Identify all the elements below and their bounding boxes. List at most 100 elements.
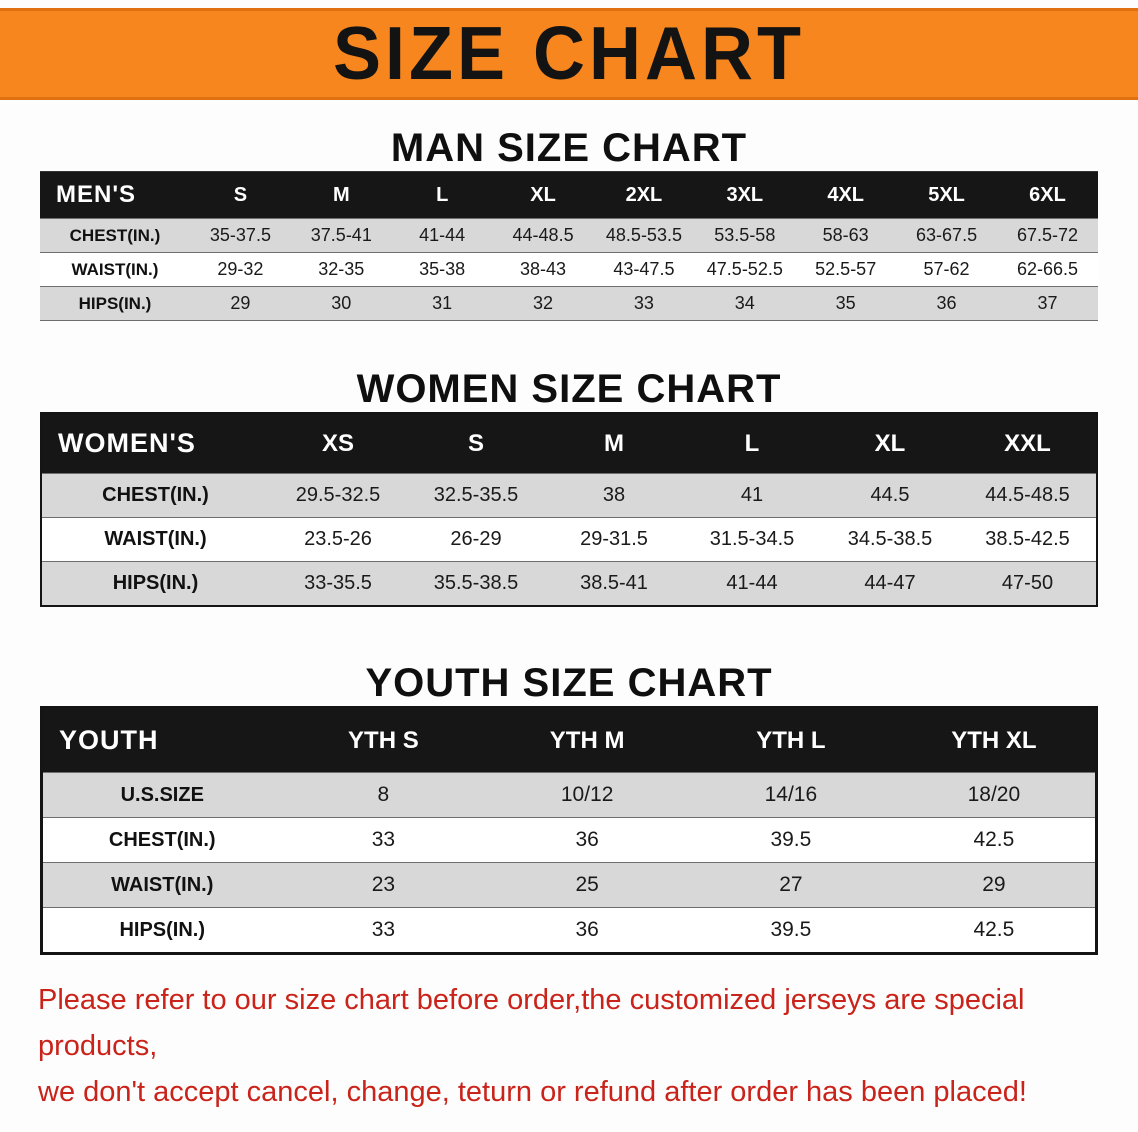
value-cell: 23.5-26	[304, 528, 372, 550]
value-cell: 44-47	[864, 572, 916, 594]
row-label-cell: WAIST(IN.)	[111, 873, 214, 896]
value-cell: 41	[740, 484, 764, 506]
size-header-cell: L	[683, 413, 821, 474]
table-title-cell: YOUTH	[41, 707, 282, 773]
value-cell: 52.5-57	[815, 259, 877, 279]
size-header-cell: 4XL	[795, 171, 897, 219]
value-cell: 63-67.5	[916, 225, 978, 245]
value-cell: 34	[734, 293, 755, 313]
disclaimer-line-1: Please refer to our size chart before or…	[38, 984, 1025, 1062]
row-label-cell: HIPS(IN.)	[112, 572, 199, 594]
table-row: CHEST(IN.) 29.5-32.5 32.5-35.5 38 41 44.5 44.5…	[41, 473, 1097, 518]
value-cell: 27	[779, 873, 803, 896]
row-label-cell: WAIST(IN.)	[71, 259, 159, 279]
value-cell: 38	[602, 484, 626, 506]
value-cell: 29-31.5	[580, 528, 648, 550]
table-row: CHEST(IN.) 35-37.5 37.5-41 41-44 44-48.5 48.5…	[40, 218, 1098, 253]
table-row: WAIST(IN.) 29-32 32-35 35-38 38-43 43-47.5 47.…	[40, 252, 1098, 287]
row-label-cell: CHEST(IN.)	[102, 484, 209, 506]
value-cell: 37	[1037, 293, 1058, 313]
table-row: HIPS(IN.) 29 30 31 32 33 34 35 36 37	[40, 286, 1098, 321]
youth-size-chart-heading: YOUTH SIZE CHART	[365, 661, 773, 705]
disclaimer-text: Please refer to our size chart before or…	[38, 977, 1102, 1115]
value-cell: 41-44	[726, 572, 778, 594]
row-label-cell: HIPS(IN.)	[78, 293, 152, 313]
value-cell: 43-47.5	[613, 259, 675, 279]
value-cell: 33	[633, 293, 654, 313]
value-cell: 39.5	[770, 918, 812, 941]
value-cell: 47.5-52.5	[706, 259, 783, 279]
size-chart-banner: SIZE CHART	[0, 8, 1138, 100]
table-header-row: WOMEN'S XS S M L XL XXL	[41, 413, 1097, 474]
man-size-chart-heading: MAN SIZE CHART	[390, 126, 748, 170]
table-row: HIPS(IN.) 33 36 39.5 42.5	[41, 907, 1097, 954]
size-header-cell: XL	[492, 171, 594, 219]
value-cell: 14/16	[764, 783, 818, 806]
value-cell: 42.5	[973, 918, 1015, 941]
size-header-cell: 5XL	[896, 171, 997, 219]
size-header-cell: S	[190, 171, 291, 219]
size-header-cell: YTH S	[281, 707, 486, 773]
size-header-cell: XS	[269, 413, 407, 474]
size-header-cell: 6XL	[997, 171, 1098, 219]
size-header-cell: M	[545, 413, 683, 474]
value-cell: 44-48.5	[512, 225, 574, 245]
size-header-cell: M	[290, 171, 392, 219]
size-header-cell: YTH M	[485, 707, 689, 773]
value-cell: 36	[575, 828, 599, 851]
value-cell: 32-35	[318, 259, 365, 279]
value-cell: 67.5-72	[1016, 225, 1079, 245]
value-cell: 33	[371, 918, 396, 941]
size-header-cell: 2XL	[593, 171, 695, 219]
size-header-cell: YTH L	[689, 707, 893, 773]
value-cell: 33	[371, 828, 396, 851]
disclaimer-line-2: we don't accept cancel, change, teturn o…	[38, 1076, 1027, 1108]
table-row: HIPS(IN.) 33-35.5 35.5-38.5 38.5-41 41-44 44-…	[41, 561, 1097, 606]
value-cell: 44.5-48.5	[985, 484, 1070, 506]
value-cell: 31	[432, 293, 453, 313]
table-row: WAIST(IN.) 23 25 27 29	[41, 862, 1097, 908]
size-header-cell: XXL	[959, 413, 1097, 474]
value-cell: 23	[371, 873, 396, 896]
row-label-cell: HIPS(IN.)	[119, 918, 206, 941]
value-cell: 38-43	[520, 259, 567, 279]
table-header-row: YOUTH YTH S YTH M YTH L YTH XL	[41, 707, 1097, 773]
value-cell: 47-50	[1001, 572, 1054, 594]
youth-size-table: YOUTH YTH S YTH M YTH L YTH XL U.S.SIZE 8 10/12…	[40, 706, 1098, 955]
value-cell: 39.5	[770, 828, 812, 851]
size-header-cell: L	[391, 171, 493, 219]
value-cell: 30	[331, 293, 352, 313]
value-cell: 44.5	[870, 484, 910, 506]
value-cell: 34.5-38.5	[847, 528, 933, 550]
row-label-cell: CHEST(IN.)	[108, 828, 216, 851]
row-label-cell: WAIST(IN.)	[104, 528, 207, 550]
value-cell: 35	[835, 293, 856, 313]
value-cell: 29	[230, 293, 251, 313]
value-cell: 25	[575, 873, 599, 896]
size-header-cell: YTH XL	[892, 707, 1097, 773]
table-title-cell: WOMEN'S	[41, 413, 269, 474]
value-cell: 18/20	[967, 783, 1021, 806]
women-size-table: WOMEN'S XS S M L XL XXL CHEST(IN.) 29.5-32.5 32.5…	[40, 412, 1098, 607]
table-row: WAIST(IN.) 23.5-26 26-29 29-31.5 31.5-34.5 34…	[41, 517, 1097, 562]
value-cell: 57-62	[923, 259, 970, 279]
value-cell: 36	[936, 293, 957, 313]
value-cell: 32	[533, 293, 554, 313]
value-cell: 29.5-32.5	[295, 484, 381, 506]
value-cell: 38.5-41	[580, 572, 648, 594]
value-cell: 37.5-41	[310, 225, 372, 245]
size-header-cell: 3XL	[694, 171, 796, 219]
table-row: CHEST(IN.) 33 36 39.5 42.5	[41, 817, 1097, 863]
size-header-cell: S	[407, 413, 545, 474]
value-cell: 31.5-34.5	[709, 528, 795, 550]
value-cell: 10/12	[560, 783, 614, 806]
value-cell: 41-44	[419, 225, 466, 245]
value-cell: 32.5-35.5	[433, 484, 519, 506]
value-cell: 29	[982, 873, 1006, 896]
table-header-row: MEN'S S M L XL 2XL 3XL 4XL 5XL 6XL	[40, 171, 1098, 219]
table-row: U.S.SIZE 8 10/12 14/16 18/20	[41, 772, 1097, 818]
row-label-cell: U.S.SIZE	[120, 783, 204, 806]
value-cell: 62-66.5	[1016, 259, 1079, 279]
value-cell: 48.5-53.5	[605, 225, 682, 245]
